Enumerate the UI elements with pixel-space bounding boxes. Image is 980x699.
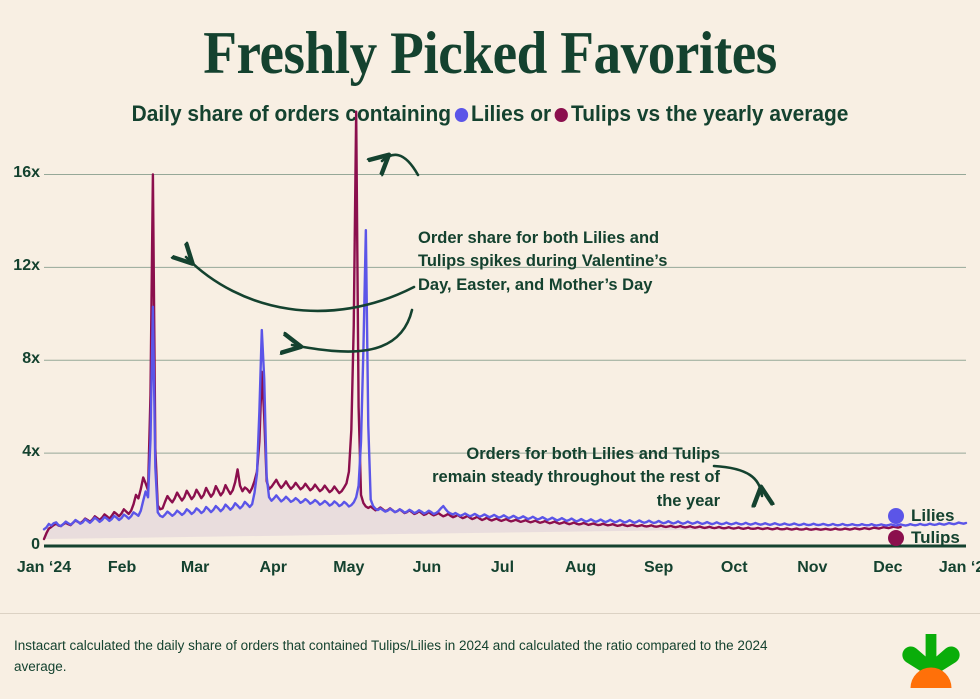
x-axis-tick-label: Aug [565, 559, 597, 576]
y-axis-tick-label: 8x [22, 350, 40, 368]
subtitle-text-leading: Daily share of orders containing [131, 101, 452, 126]
series-line-lilies [42, 228, 968, 531]
instacart-carrot-logo [902, 634, 960, 688]
legend-item-lilies[interactable]: Lilies [888, 505, 960, 527]
subtitle-series-tulips: Tulips [571, 101, 632, 126]
x-axis-tick-label: Nov [797, 559, 828, 576]
y-axis-tick-label: 4x [22, 443, 40, 461]
legend-item-tulips[interactable]: Tulips [888, 527, 960, 549]
legend-label: Tulips [911, 528, 960, 547]
series-area-fill [44, 406, 901, 540]
annotation-steady: Orders for both Lilies and Tulips remain… [432, 445, 720, 510]
subtitle-series-lilies: Lilies [470, 101, 525, 126]
x-axis-tick-label: Jul [490, 559, 515, 576]
time-series-chart [42, 110, 968, 548]
carrot-leaf-icon [902, 634, 960, 678]
chart-subtitle: Daily share of orders containing Lilies o… [25, 101, 956, 127]
y-axis-tick-label: 0 [31, 536, 40, 553]
annotation-spikes: Order share for both Lilies and Tulips s… [418, 229, 668, 294]
x-axis-tick-label: Oct [720, 559, 748, 576]
x-axis-tick-label: Feb [107, 559, 137, 576]
x-axis-tick-label: Sep [643, 559, 674, 576]
x-axis-tick-label: Mar [180, 559, 210, 576]
carrot-body-icon [910, 667, 952, 688]
x-axis-tick-label: Jan ‘24 [16, 559, 72, 576]
footer-note: Instacart calculated the daily share of … [14, 638, 768, 674]
y-axis-tick-label: 16x [13, 164, 40, 182]
series-lines [42, 110, 968, 541]
tulips-legend-dot-icon [554, 108, 569, 122]
x-axis-tick-label: Jan ‘25 [938, 559, 980, 576]
x-axis-tick-label: Apr [259, 559, 288, 576]
area-fill [44, 406, 901, 540]
subtitle-text-trailing: vs the yearly average [636, 101, 849, 126]
legend-label: Lilies [911, 506, 955, 525]
x-axis-tick-label: May [333, 559, 365, 576]
chart-legend: Lilies Tulips [888, 505, 960, 549]
lilies-legend-dot-icon [454, 108, 469, 122]
x-axis-tick-label: Dec [873, 559, 903, 576]
x-axis-tick-label: Jun [412, 559, 442, 576]
subtitle-conjunction: or [530, 101, 552, 126]
lilies-legend-dot-icon [888, 508, 904, 524]
y-axis-tick-label: 12x [13, 257, 40, 275]
tulips-legend-dot-icon [888, 530, 904, 546]
gridlines [44, 173, 966, 454]
series-line-tulips [42, 110, 902, 541]
page-title: Freshly Picked Favorites [203, 20, 777, 86]
footer-divider [0, 613, 980, 614]
